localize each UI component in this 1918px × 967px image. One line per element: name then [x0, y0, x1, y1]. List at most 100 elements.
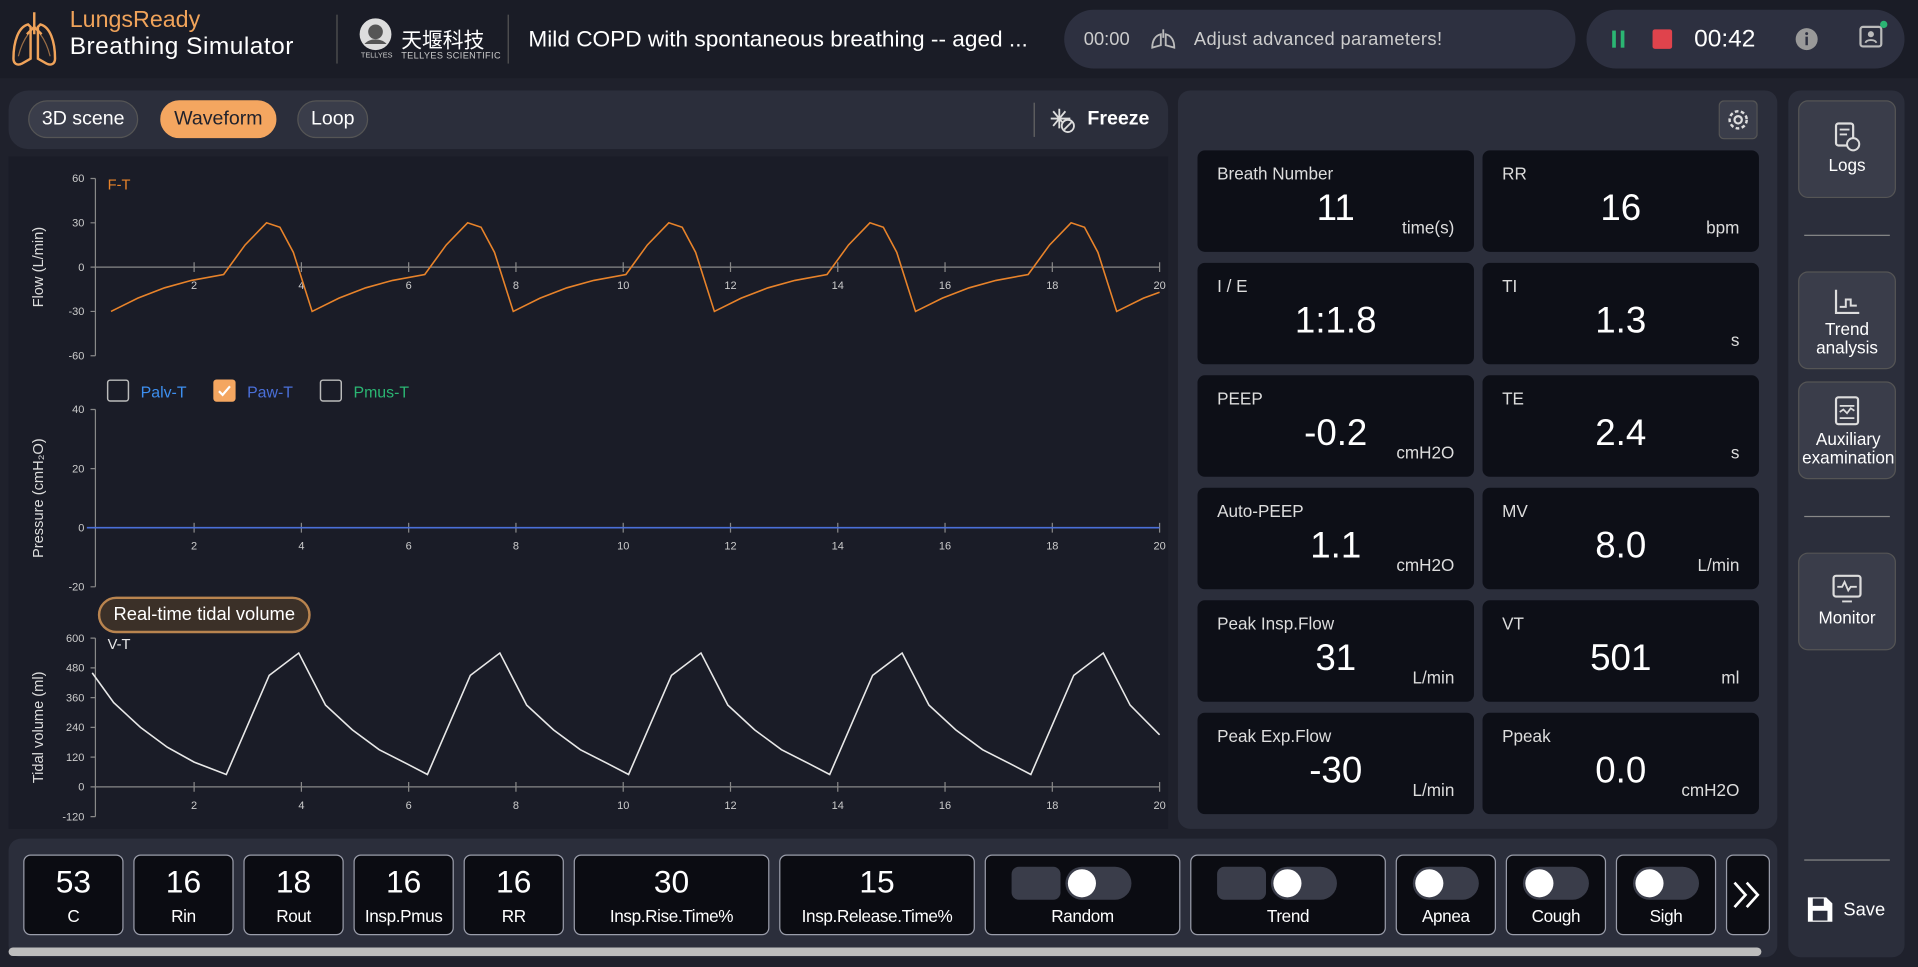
y-tick-label: 120 — [66, 752, 84, 764]
parameter-card[interactable]: 30 Insp.Rise.Time% — [573, 854, 770, 936]
x-tick-label: 18 — [1046, 541, 1058, 553]
save-icon[interactable] — [1805, 895, 1834, 924]
company-en: TELLYES SCIENTIFIC — [401, 50, 501, 62]
check-mark — [218, 385, 231, 397]
x-tick-label: 10 — [617, 541, 629, 553]
logs-button[interactable]: Logs — [1798, 100, 1896, 199]
auxiliary-button[interactable]: Auxiliary examination — [1798, 381, 1896, 480]
parameter-card[interactable]: 18 Rout — [243, 854, 344, 936]
separator — [1804, 859, 1890, 861]
pause-button[interactable] — [1610, 29, 1627, 49]
metric-value: 2.4 — [1595, 413, 1647, 454]
x-tick-label: 4 — [298, 541, 304, 553]
parameter-value: 18 — [275, 863, 312, 900]
more-icon — [1733, 881, 1760, 908]
series-checkbox[interactable] — [319, 379, 343, 402]
metric-unit: cmH2O — [1681, 779, 1740, 800]
switch-card: Random — [984, 854, 1181, 936]
tidal-volume-badge[interactable]: Real-time tidal volume — [97, 596, 311, 634]
metric-label: VT — [1502, 613, 1524, 634]
parameter-card[interactable]: 53 C — [23, 854, 124, 936]
metric-unit: bpm — [1706, 217, 1740, 238]
sidebar-label: Monitor — [1818, 607, 1876, 628]
company-logo — [359, 18, 392, 51]
run-time: 00:42 — [1694, 25, 1756, 53]
legend-label[interactable]: Pmus-T — [354, 384, 410, 401]
settings-button[interactable] — [1718, 100, 1758, 140]
sidebar-label: Logs — [1828, 155, 1866, 175]
switch-card: Sigh — [1615, 854, 1717, 936]
x-tick-label: 16 — [939, 800, 951, 812]
trend-button[interactable]: Trend analysis — [1798, 271, 1896, 370]
x-tick-label: 12 — [724, 541, 736, 553]
metric-value: 11 — [1316, 188, 1355, 229]
switch-card: Trend — [1190, 854, 1386, 936]
switch[interactable] — [1270, 866, 1337, 900]
x-tick-label: 6 — [406, 541, 412, 553]
separator — [1804, 234, 1890, 236]
divider — [507, 14, 509, 64]
freeze-button[interactable]: Freeze — [1087, 108, 1150, 130]
info-button[interactable] — [1794, 27, 1818, 51]
metric-value: 16 — [1600, 188, 1642, 229]
switch-knob — [1067, 869, 1096, 898]
series-checkbox[interactable] — [213, 379, 236, 402]
parameter-card[interactable]: 16 RR — [463, 854, 564, 936]
trend-icon — [1834, 289, 1860, 315]
status-message: Adjust advanced parameters! — [1193, 29, 1443, 51]
freeze-icon[interactable] — [1048, 106, 1075, 133]
x-tick-label: 16 — [939, 541, 951, 553]
product-name: Breathing Simulator — [69, 33, 294, 60]
scenario-timer: 00:00 — [1083, 29, 1130, 51]
metric-value: 8.0 — [1595, 525, 1647, 567]
divider — [336, 14, 338, 64]
monitor-button[interactable] — [1857, 20, 1889, 52]
parameter-value: 15 — [859, 863, 895, 900]
legend-label[interactable]: Paw-T — [247, 384, 293, 401]
x-tick-label: 18 — [1046, 280, 1058, 292]
scrollbar[interactable] — [8, 947, 1762, 956]
scenario-title: Mild COPD with spontaneous breathing -- … — [528, 25, 1028, 52]
y-tick-label: -20 — [68, 581, 84, 593]
x-tick-label: 14 — [832, 280, 844, 292]
metric-value: 0.0 — [1595, 750, 1647, 791]
save-button[interactable]: Save — [1843, 899, 1886, 921]
tab[interactable]: Loop — [297, 100, 369, 139]
parameter-card[interactable]: 16 Insp.Pmus — [353, 854, 454, 936]
legend-label[interactable]: Palv-T — [141, 384, 187, 401]
parameter-card[interactable]: 15 Insp.Release.Time% — [779, 854, 975, 936]
switch[interactable] — [1522, 866, 1589, 900]
metric-card: RR 16 bpm — [1482, 150, 1759, 252]
parameter-label: Rout — [276, 905, 311, 926]
switch-card: Cough — [1505, 854, 1607, 936]
more-button[interactable] — [1725, 854, 1770, 936]
lungs-logo — [12, 12, 57, 66]
monitor-side-button[interactable]: Monitor — [1798, 552, 1896, 651]
switch-knob — [1525, 869, 1554, 898]
y-axis-label: Pressure (cmH₂O) — [31, 438, 47, 558]
stop-button[interactable] — [1652, 29, 1673, 49]
switch[interactable] — [1632, 866, 1700, 900]
tab[interactable]: Waveform — [160, 100, 277, 139]
series-checkbox[interactable] — [106, 379, 130, 402]
parameter-card[interactable]: 16 Rin — [133, 854, 234, 936]
metric-card: Peak Exp.Flow -30 L/min — [1197, 712, 1474, 815]
x-tick-label: 20 — [1153, 541, 1165, 553]
metric-label: TI — [1502, 276, 1518, 296]
switch-option[interactable] — [1011, 866, 1061, 900]
switch-knob — [1635, 869, 1664, 898]
metric-unit: ml — [1721, 667, 1740, 688]
metric-card: TE 2.4 s — [1482, 375, 1759, 477]
tab[interactable]: 3D scene — [28, 100, 139, 139]
switch[interactable] — [1065, 866, 1132, 900]
switch[interactable] — [1412, 866, 1479, 900]
metric-label: I / E — [1217, 276, 1248, 296]
y-tick-label: -30 — [68, 306, 84, 318]
switch-option[interactable] — [1217, 866, 1267, 900]
status-bar — [1064, 9, 1576, 69]
parameter-value: 30 — [653, 863, 690, 900]
metric-value: 501 — [1590, 638, 1652, 679]
metric-card: PEEP -0.2 cmH2O — [1197, 375, 1474, 477]
